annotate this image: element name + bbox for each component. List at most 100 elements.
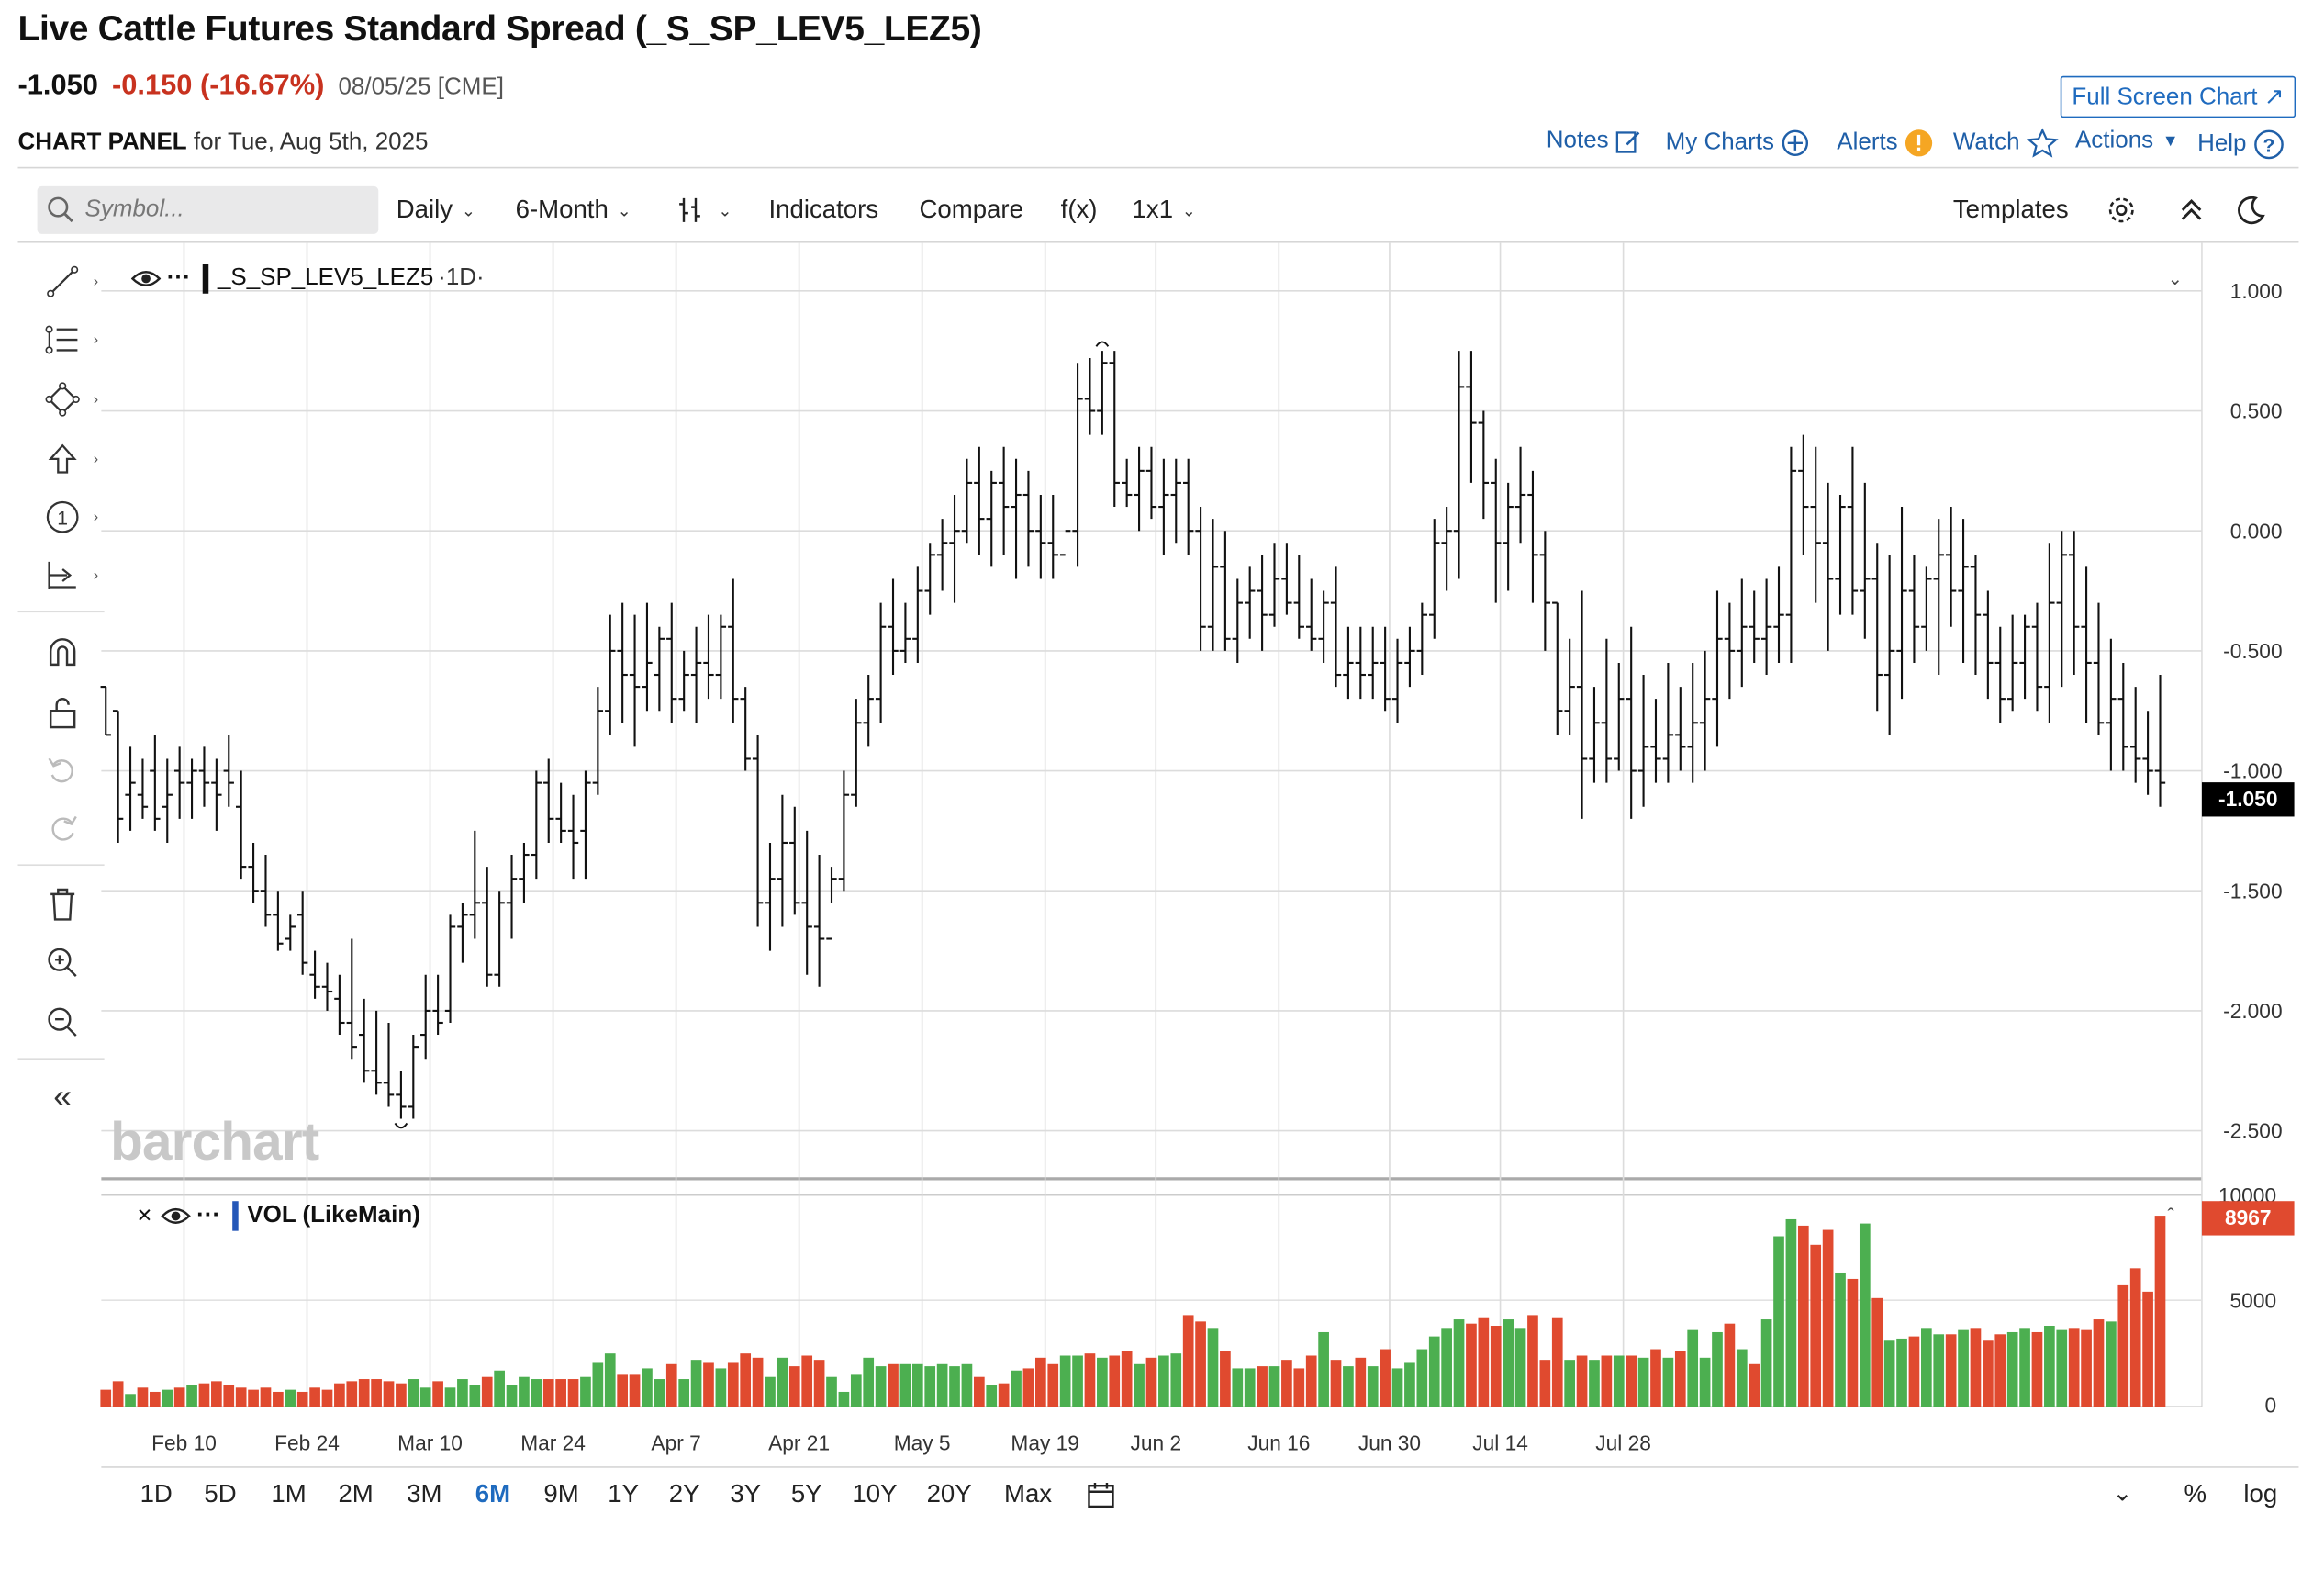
range-button-5y[interactable]: 5Y — [790, 1479, 822, 1508]
measure-tool[interactable]: › — [33, 553, 98, 598]
ohlc-bar — [408, 1035, 419, 1119]
more-options-icon[interactable]: ··· — [196, 1202, 221, 1228]
notes-link[interactable]: Notes — [1547, 129, 1642, 155]
layout-dropdown[interactable]: 1x1 ⌄ — [1133, 185, 1196, 235]
help-link[interactable]: Help ? — [2197, 129, 2285, 162]
my-charts-link[interactable]: My Charts — [1666, 129, 1810, 158]
range-button-3y[interactable]: 3Y — [730, 1479, 762, 1508]
ohlc-bar — [888, 578, 899, 676]
volume-bar — [1760, 1319, 1772, 1407]
annotation-tool[interactable]: 1 › — [33, 495, 98, 540]
ohlc-bar — [1994, 626, 2006, 723]
indicators-button[interactable]: Indicators — [768, 195, 879, 224]
ohlc-bar — [605, 614, 616, 735]
alerts-link[interactable]: Alerts — [1837, 129, 1933, 158]
date-range-picker[interactable] — [1086, 1480, 1115, 1518]
delete-drawings-button[interactable] — [33, 882, 93, 927]
double-chevron-down-icon: ⌄ — [2112, 1481, 2133, 1507]
ohlc-bar — [309, 950, 320, 999]
full-screen-chart-button[interactable]: Full Screen Chart ↗ — [2060, 75, 2296, 118]
ohlc-bar — [666, 602, 677, 723]
volume-bar — [1293, 1368, 1305, 1407]
unlock-icon — [49, 698, 76, 729]
period-label: 6-Month — [515, 195, 609, 224]
log-scale-toggle[interactable]: log — [2243, 1479, 2278, 1508]
ohlc-bar — [1404, 626, 1415, 688]
range-button-2y[interactable]: 2Y — [668, 1479, 700, 1508]
range-button-1d[interactable]: 1D — [140, 1479, 173, 1508]
arrow-tool[interactable]: › — [33, 437, 98, 482]
layout-label: 1x1 — [1132, 195, 1174, 224]
range-button-9m[interactable]: 9M — [543, 1479, 579, 1508]
range-button-10y[interactable]: 10Y — [852, 1479, 898, 1508]
zoom-in-button[interactable] — [33, 940, 93, 985]
trash-icon — [50, 888, 75, 921]
range-button-max[interactable]: Max — [1003, 1479, 1053, 1508]
volume-bar — [580, 1376, 591, 1407]
templates-button[interactable]: Templates — [1952, 195, 2069, 224]
magnet-tool[interactable] — [33, 631, 93, 676]
volume-pane-collapse-icon[interactable]: ˆ — [2167, 1204, 2174, 1227]
undo-button[interactable] — [33, 748, 93, 793]
volume-bar — [223, 1385, 235, 1407]
interval-dropdown[interactable]: Daily ⌄ — [397, 185, 475, 235]
close-icon[interactable]: × — [137, 1201, 152, 1230]
range-button-20y[interactable]: 20Y — [926, 1479, 972, 1508]
ohlc-bar — [173, 746, 185, 819]
my-charts-label: My Charts — [1665, 129, 1774, 155]
chevron-down-icon: ⌄ — [461, 201, 475, 220]
volume-bar — [2117, 1284, 2129, 1407]
lock-tool[interactable] — [33, 690, 93, 735]
shapes-tool[interactable]: › — [33, 377, 98, 422]
collapse-toolbar-button[interactable] — [2178, 185, 2205, 235]
eye-icon[interactable] — [130, 267, 162, 291]
volume-bar — [2031, 1331, 2043, 1407]
volume-bar — [1022, 1368, 1034, 1407]
more-options-icon[interactable]: ··· — [166, 264, 191, 291]
percent-scale-toggle[interactable]: % — [2184, 1479, 2207, 1508]
date-axis: Feb 10 Feb 24 Mar 10 Mar 24 Apr 7 Apr 21 May 5… — [151, 1430, 1651, 1454]
volume-bar — [198, 1383, 210, 1407]
volume-bar — [173, 1387, 185, 1407]
fibonacci-tool[interactable]: › — [33, 318, 98, 363]
redo-button[interactable] — [33, 806, 93, 851]
range-button-5d[interactable]: 5D — [204, 1479, 237, 1508]
compare-button[interactable]: Compare — [919, 195, 1023, 224]
volume-bar — [2142, 1291, 2153, 1407]
eye-icon[interactable] — [161, 1204, 191, 1228]
period-dropdown[interactable]: 6-Month ⌄ — [516, 185, 631, 235]
ohlc-bar — [1072, 363, 1083, 567]
range-button-3m[interactable]: 3M — [407, 1479, 442, 1508]
ohlc-bar — [1552, 601, 1563, 735]
symbol-search-input[interactable]: Symbol... — [37, 185, 379, 234]
collapse-tools-button[interactable]: « — [33, 1074, 93, 1119]
range-button-1y[interactable]: 1Y — [608, 1479, 639, 1508]
ohlc-bar — [1699, 650, 1711, 771]
volume-tick-label: 0 — [2264, 1394, 2276, 1418]
notes-label: Notes — [1546, 128, 1609, 154]
volume-bar — [100, 1389, 112, 1407]
range-button-6m[interactable]: 6M — [475, 1479, 511, 1508]
ohlc-bar — [1268, 543, 1280, 627]
settings-button[interactable] — [2105, 185, 2138, 235]
dark-mode-toggle[interactable] — [2235, 185, 2268, 235]
ohlc-bar — [678, 650, 689, 712]
ohlc-bar — [838, 770, 850, 892]
bar-type-dropdown[interactable]: ⌄ — [676, 185, 732, 235]
ohlc-bar — [1601, 638, 1613, 783]
ohlc-bar — [1527, 470, 1538, 603]
legend-collapse-icon[interactable]: ⌄ — [2167, 268, 2183, 289]
range-button-1m[interactable]: 1M — [271, 1479, 307, 1508]
range-button-2m[interactable]: 2M — [338, 1479, 374, 1508]
trendline-tool[interactable]: › — [33, 259, 98, 304]
zoom-out-button[interactable] — [33, 1000, 93, 1045]
volume-bar — [1170, 1353, 1182, 1407]
function-button[interactable]: f(x) — [1060, 195, 1098, 224]
watch-link[interactable]: Watch — [1953, 128, 2059, 158]
ohlc-bar — [223, 735, 234, 807]
ohlc-bar — [1429, 519, 1440, 639]
ohlc-bar — [740, 687, 751, 771]
actions-menu[interactable]: Actions ▼ — [2075, 129, 2179, 155]
expand-ranges-button[interactable]: ⌄ — [2113, 1478, 2133, 1508]
